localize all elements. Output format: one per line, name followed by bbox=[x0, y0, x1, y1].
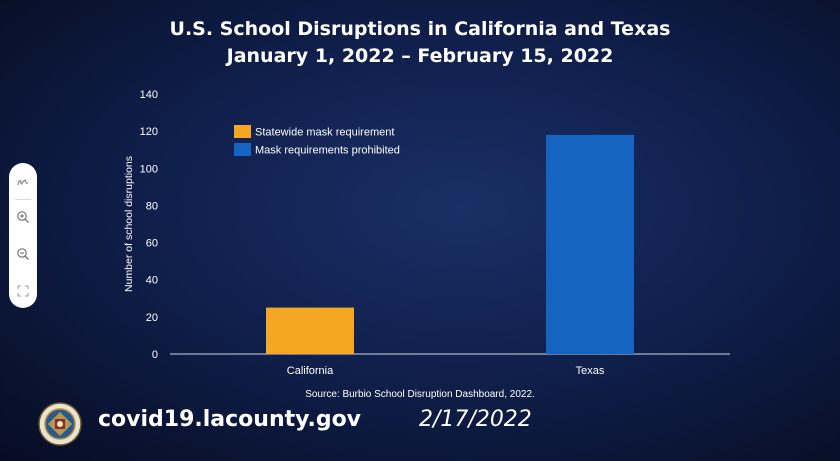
legend-swatch bbox=[234, 125, 251, 138]
y-tick-label: 40 bbox=[146, 275, 158, 287]
y-tick-label: 0 bbox=[152, 349, 158, 361]
zoom-out-icon[interactable] bbox=[16, 247, 30, 261]
fit-screen-icon[interactable] bbox=[16, 284, 30, 298]
y-tick-label: 100 bbox=[140, 163, 158, 175]
x-axis-category-labels: California Texas bbox=[287, 365, 605, 377]
y-tick-label: 20 bbox=[146, 312, 158, 324]
x-category-label: California bbox=[287, 365, 334, 377]
bar-california bbox=[266, 307, 354, 354]
legend: Statewide mask requirement Mask requireme… bbox=[234, 125, 400, 157]
y-tick-label: 120 bbox=[140, 126, 158, 138]
bars bbox=[266, 134, 634, 354]
y-axis-label: Number of school disruptions bbox=[123, 156, 135, 292]
footer-url[interactable]: covid19.lacounty.gov bbox=[98, 407, 362, 432]
y-axis-ticks: 0 20 40 60 80 100 120 140 bbox=[140, 89, 158, 361]
source-note: Source: Burbio School Disruption Dashboa… bbox=[305, 389, 535, 400]
county-seal-logo bbox=[38, 402, 82, 446]
legend-label: Mask requirements prohibited bbox=[255, 145, 400, 157]
y-tick-label: 60 bbox=[146, 238, 158, 250]
chart-subtitle: January 1, 2022 – February 15, 2022 bbox=[226, 45, 614, 67]
footer-date: 2/17/2022 bbox=[419, 407, 532, 432]
y-tick-label: 140 bbox=[140, 89, 158, 101]
chart-title: U.S. School Disruptions in California an… bbox=[169, 18, 671, 40]
bar-texas bbox=[546, 134, 634, 354]
x-category-label: Texas bbox=[576, 365, 605, 377]
toolbar-divider bbox=[15, 199, 31, 200]
legend-swatch bbox=[234, 143, 251, 156]
viewer-toolbar bbox=[9, 163, 37, 308]
zoom-in-icon[interactable] bbox=[16, 210, 30, 224]
y-tick-label: 80 bbox=[146, 200, 158, 212]
annotate-icon[interactable] bbox=[16, 175, 30, 189]
chart-title-block: U.S. School Disruptions in California an… bbox=[0, 16, 840, 70]
legend-label: Statewide mask requirement bbox=[255, 127, 394, 139]
